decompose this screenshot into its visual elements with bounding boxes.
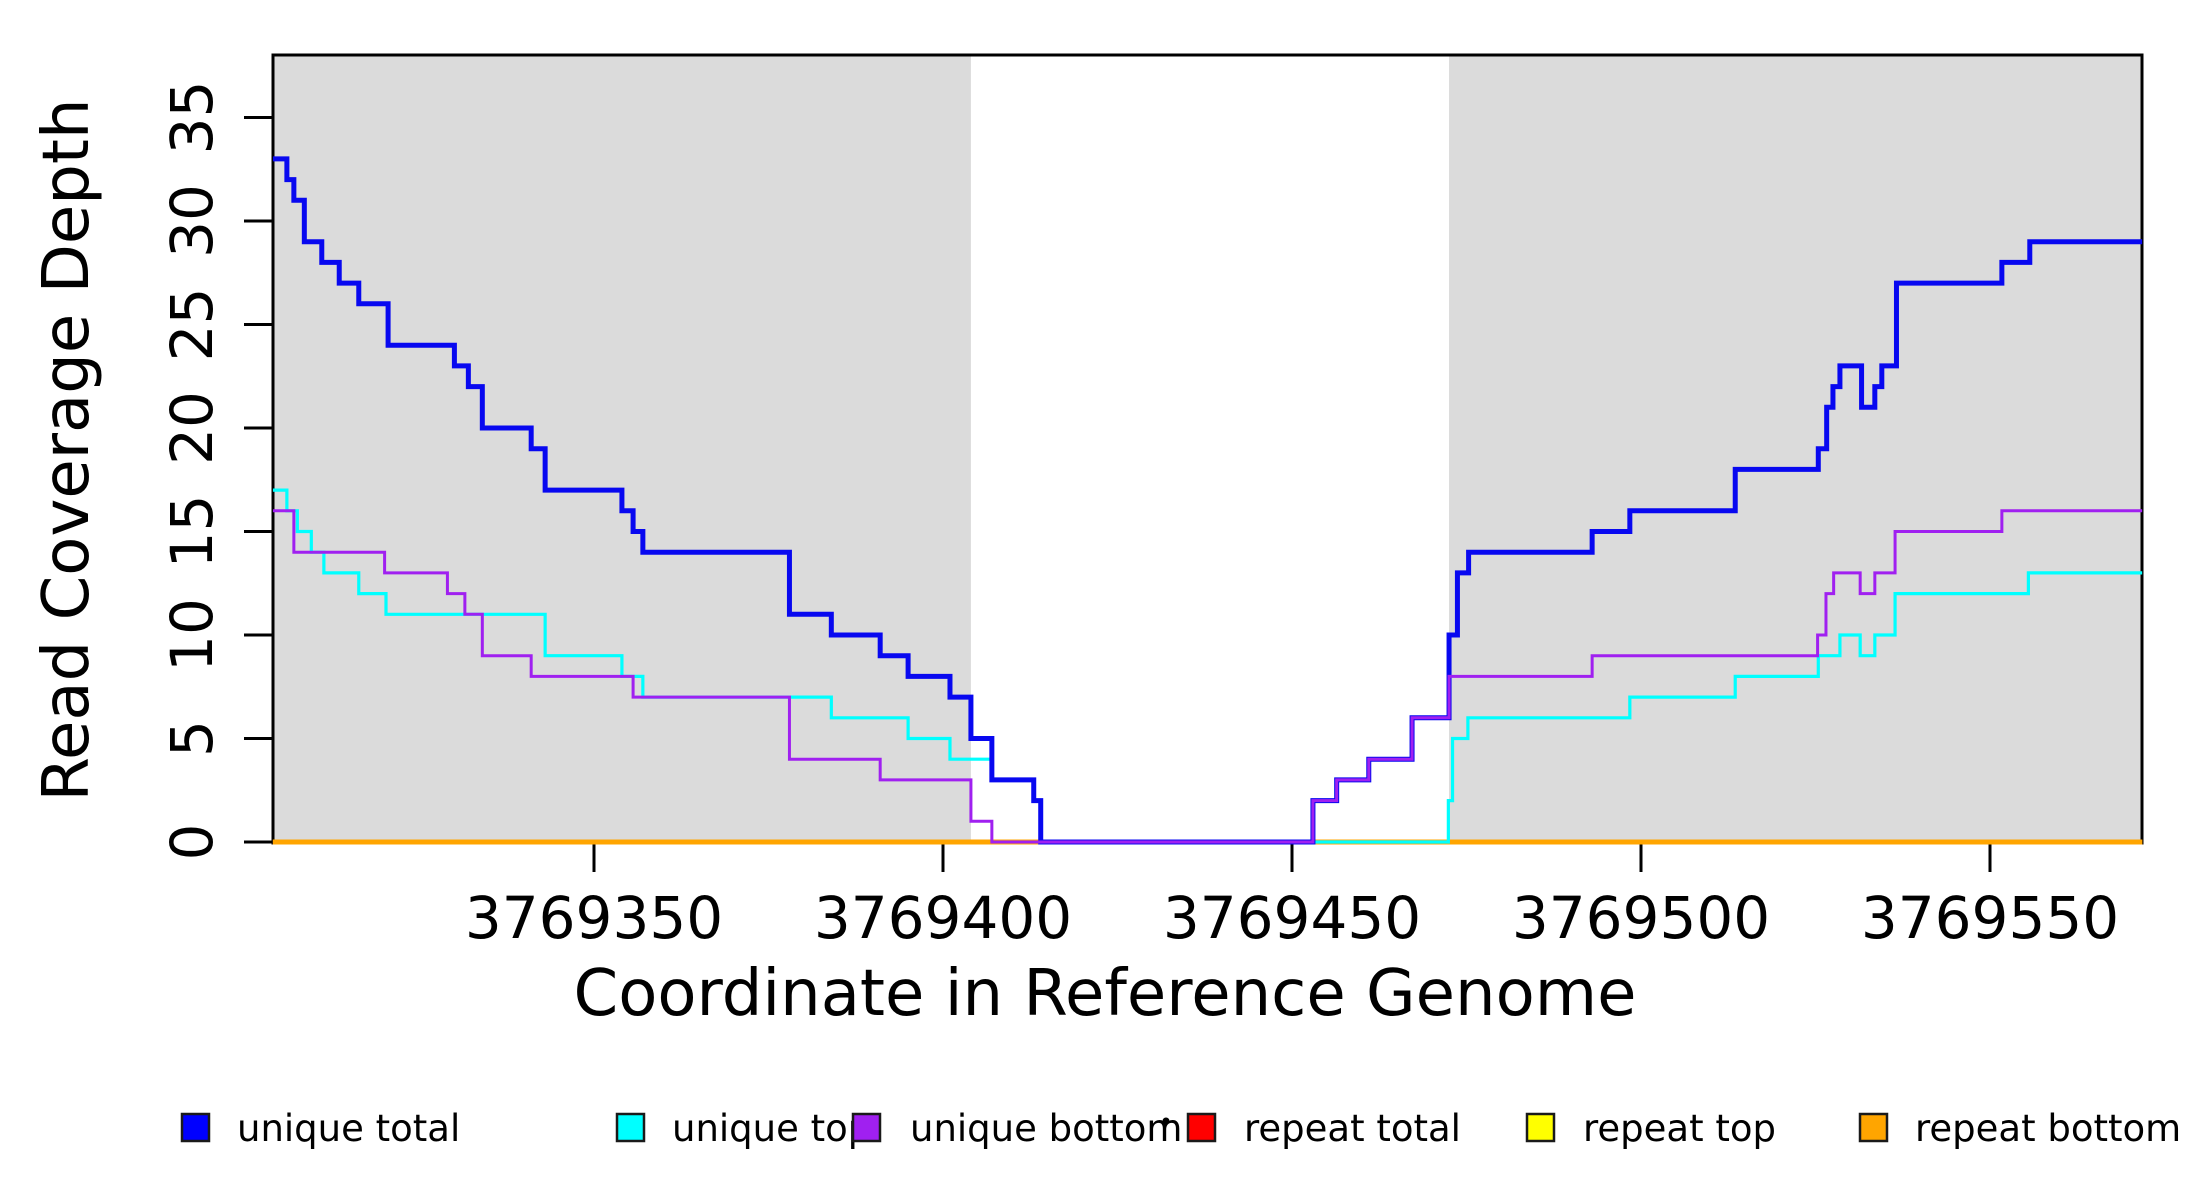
- y-tick-label: 35: [158, 81, 226, 155]
- legend-stray-dot: [1162, 1117, 1170, 1125]
- series-line-unique-bottom: [272, 509, 2143, 844]
- y-axis-title: Read Coverage Depth: [30, 98, 104, 801]
- x-tick-label: 3769500: [1512, 884, 1770, 952]
- x-axis-title: Coordinate in Reference Genome: [574, 957, 1637, 1031]
- unique-region-band: [272, 56, 971, 842]
- y-tick-label: 0: [158, 824, 226, 861]
- series-line-unique-total: [272, 156, 2143, 845]
- legend-label-unique-bottom: unique bottom: [910, 1107, 1182, 1150]
- legend-label-repeat-total: repeat total: [1244, 1107, 1461, 1150]
- legend: unique total unique top unique bottom repea…: [180, 1107, 2181, 1150]
- x-tick-label: 3769350: [465, 884, 723, 952]
- legend-swatch-repeat-top: [1525, 1112, 1556, 1143]
- y-tick-label: 10: [158, 598, 226, 672]
- legend-label-unique-top: unique top: [672, 1107, 871, 1150]
- x-tick-label: 3769450: [1163, 884, 1421, 952]
- legend-swatch-repeat-total: [1186, 1112, 1217, 1143]
- y-tick-label: 5: [158, 720, 226, 757]
- legend-label-repeat-top: repeat top: [1583, 1107, 1776, 1150]
- unique-region-bands: [272, 56, 2143, 842]
- legend-swatch-unique-top: [615, 1112, 646, 1143]
- x-tick-label: 3769400: [814, 884, 1072, 952]
- x-tick-label: 3769550: [1861, 884, 2119, 952]
- y-tick-label: 15: [158, 495, 226, 569]
- y-tick-label: 30: [158, 184, 226, 258]
- legend-swatch-repeat-bottom: [1858, 1112, 1889, 1143]
- unique-region-band: [1449, 56, 2143, 842]
- x-axis: 3769350 3769400 3769450 3769500 3769550: [465, 843, 2119, 952]
- legend-label-unique-total: unique total: [237, 1107, 460, 1150]
- legend-swatch-unique-bottom: [851, 1112, 882, 1143]
- legend-swatch-unique-total: [180, 1112, 211, 1143]
- y-tick-label: 20: [158, 391, 226, 465]
- y-tick-label: 25: [158, 288, 226, 362]
- series-lines: [272, 156, 2143, 845]
- y-axis: 0 5 10 15 20 25 30 35: [158, 81, 273, 861]
- legend-label-repeat-bottom: repeat bottom: [1915, 1107, 2181, 1150]
